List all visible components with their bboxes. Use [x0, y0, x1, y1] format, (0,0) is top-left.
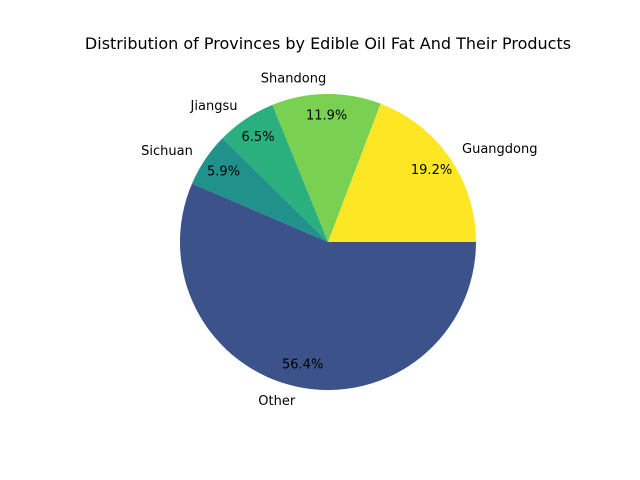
chart-title: Distribution of Provinces by Edible Oil …: [84, 34, 572, 53]
slice-percent-shandong: 11.9%: [306, 109, 347, 124]
slice-percent-guangdong: 19.2%: [411, 163, 452, 178]
pie-slice-jiangsu: [222, 104, 328, 242]
pie-slice-guangdong: [328, 103, 476, 242]
slice-label-guangdong: Guangdong: [462, 142, 537, 157]
slice-percent-sichuan: 5.9%: [207, 164, 240, 179]
pie-slices: [180, 94, 476, 390]
pie-slice-sichuan: [192, 138, 328, 242]
slice-label-other: Other: [258, 394, 296, 409]
pie-slice-other: [180, 183, 476, 390]
pie-labels: Guangdong 19.2% Shandong 11.9% Jiangsu 6.5% Si…: [141, 72, 537, 409]
slice-label-jiangsu: Jiangsu: [190, 99, 238, 114]
slice-label-sichuan: Sichuan: [141, 144, 193, 159]
slice-percent-other: 56.4%: [282, 358, 323, 373]
pie-slice-shandong: [272, 94, 381, 242]
slice-percent-jiangsu: 6.5%: [242, 130, 275, 145]
slice-label-shandong: Shandong: [261, 72, 326, 87]
